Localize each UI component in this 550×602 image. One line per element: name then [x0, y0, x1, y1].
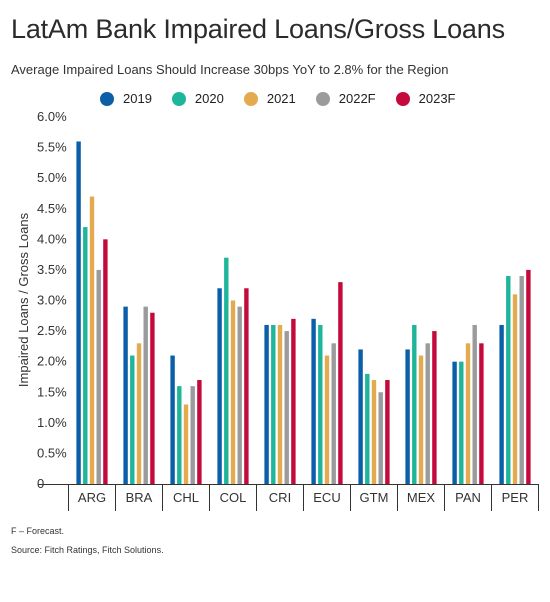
bar: [465, 343, 471, 484]
bar: [412, 324, 417, 484]
bar: [318, 324, 323, 484]
legend-swatch: [315, 91, 330, 106]
bar: [371, 380, 377, 484]
legend-item: 2022F: [315, 91, 376, 106]
x-tick-label: ECU: [313, 490, 340, 505]
bar: [479, 343, 484, 484]
bar: [143, 306, 148, 484]
x-tick-label: ARG: [78, 490, 106, 505]
bar: [170, 355, 175, 484]
y-axis-label: Impaired Loans / Gross Loans: [16, 212, 31, 387]
bar: [237, 306, 242, 484]
bar: [385, 380, 390, 484]
bar: [324, 355, 330, 484]
bar: [130, 355, 135, 484]
bar: [96, 269, 101, 484]
bar: [418, 355, 424, 484]
bar: [264, 324, 269, 484]
bar: [378, 392, 383, 484]
bar: [499, 324, 504, 484]
bar: [459, 361, 464, 484]
legend-item: 2020: [171, 91, 224, 106]
bar: [197, 380, 202, 484]
bar: [331, 343, 336, 484]
bar: [244, 288, 249, 484]
bar: [217, 288, 222, 484]
bar: [183, 404, 189, 484]
bar: [136, 343, 142, 484]
x-tick-label: CHL: [173, 490, 199, 505]
bar: [311, 318, 316, 484]
y-tick-label: 5.0%: [37, 170, 67, 185]
legend-item: 2021: [243, 91, 296, 106]
legend-label: 2019: [123, 91, 152, 106]
bar: [512, 294, 518, 484]
x-tick-label: PER: [502, 490, 529, 505]
bar: [472, 324, 477, 484]
bar: [277, 324, 283, 484]
y-tick-label: 1.5%: [37, 384, 67, 399]
bar: [89, 196, 95, 484]
y-tick-label: 1.0%: [37, 415, 67, 430]
y-tick-label: 2.0%: [37, 354, 67, 369]
chart-legend: 2019 2020 2021 2022F 2023F: [100, 91, 476, 106]
bar: [224, 257, 229, 484]
bar: [76, 141, 81, 484]
bar: [526, 269, 531, 484]
legend-swatch: [243, 91, 258, 106]
page-subtitle: Average Impaired Loans Should Increase 3…: [11, 62, 449, 77]
bar: [506, 276, 511, 484]
legend-item: 2023F: [395, 91, 456, 106]
bar: [338, 282, 343, 484]
bar: [230, 300, 236, 484]
legend-label: 2023F: [418, 91, 456, 106]
y-tick-label: 4.0%: [37, 231, 67, 246]
bar: [405, 349, 410, 484]
bar: [123, 306, 128, 484]
x-tick-label: CRI: [269, 490, 291, 505]
forecast-note: F – Forecast.: [11, 526, 65, 536]
x-tick-label: GTM: [360, 490, 389, 505]
y-tick-label: 5.5%: [37, 140, 67, 155]
legend-label: 2021: [266, 91, 296, 106]
bar: [177, 386, 182, 484]
y-tick-label: 0.5%: [37, 445, 67, 460]
legend-swatch: [100, 91, 114, 106]
legend-item: 2019: [100, 91, 152, 106]
bar: [365, 373, 370, 484]
bar: [519, 276, 524, 484]
bar: [425, 343, 430, 484]
bar: [190, 386, 195, 484]
legend-swatch: [395, 91, 410, 106]
y-tick-label: 2.5%: [37, 323, 67, 338]
legend-swatch: [171, 91, 186, 106]
y-tick-label: 3.0%: [37, 293, 67, 308]
bar: [358, 349, 363, 484]
page-title: LatAm Bank Impaired Loans/Gross Loans: [11, 14, 505, 44]
y-tick-label: 3.5%: [37, 262, 67, 277]
x-tick-label: BRA: [126, 490, 153, 505]
source-note: Source: Fitch Ratings, Fitch Solutions.: [11, 545, 164, 555]
bar: [452, 361, 457, 484]
bar: [150, 312, 155, 484]
y-tick-label: 0: [37, 476, 44, 491]
bar: [291, 318, 296, 484]
bar: [432, 331, 437, 484]
bar: [271, 324, 276, 484]
x-tick-label: COL: [220, 490, 247, 505]
legend-label: 2022F: [338, 91, 376, 106]
bar: [83, 227, 88, 484]
x-tick-label: MEX: [407, 490, 436, 505]
x-tick-label: PAN: [455, 490, 481, 505]
y-tick-label: 4.5%: [37, 201, 67, 216]
bar: [284, 331, 289, 484]
bar: [103, 239, 108, 484]
y-tick-label: 6.0%: [37, 109, 67, 124]
legend-label: 2020: [194, 91, 224, 106]
